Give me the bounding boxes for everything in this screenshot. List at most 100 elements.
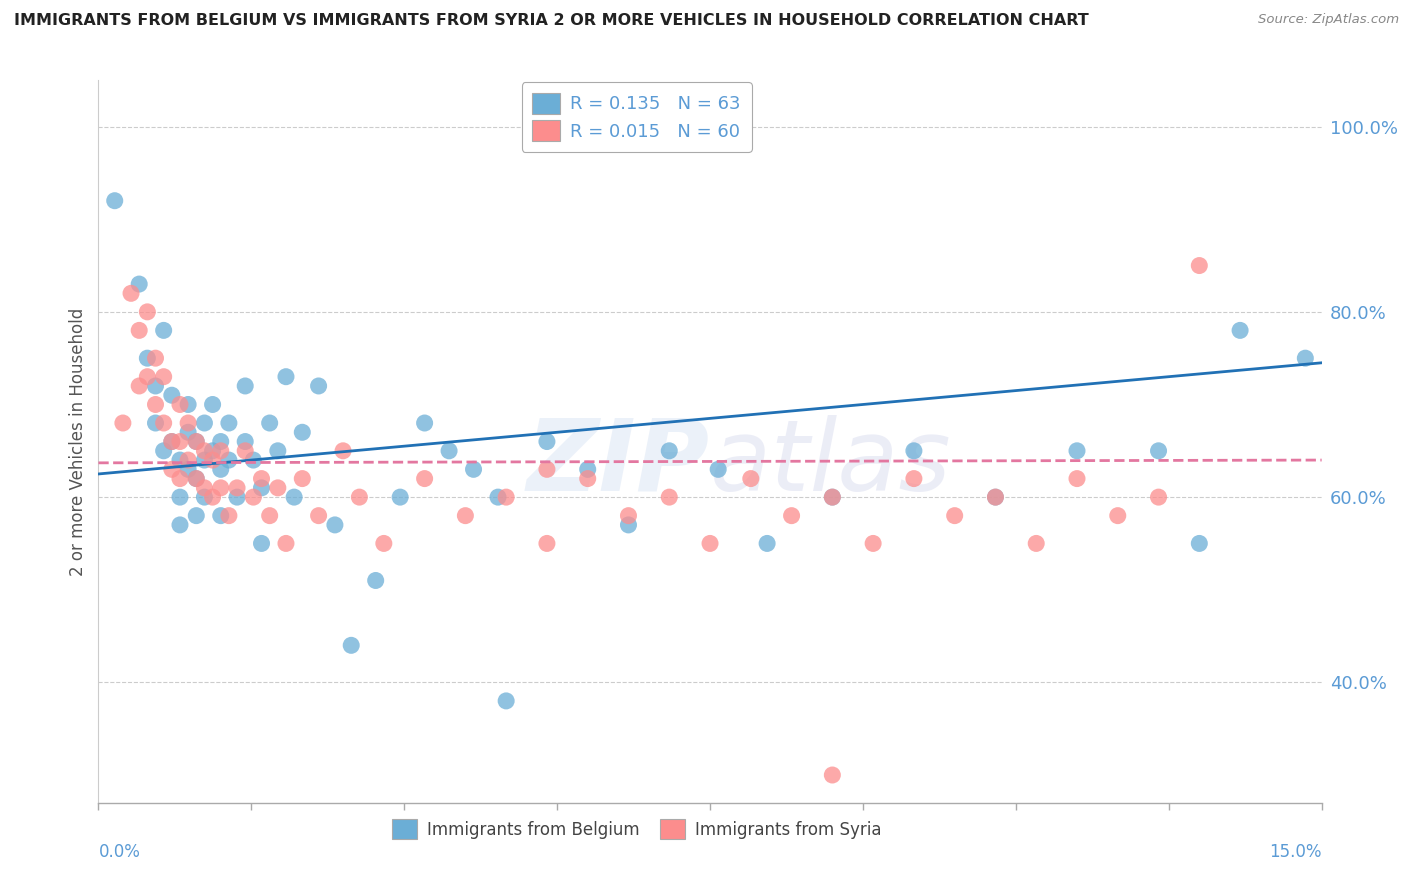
Point — [160, 434, 183, 449]
Point — [128, 277, 150, 291]
Point — [699, 536, 721, 550]
Point — [740, 472, 762, 486]
Point — [617, 517, 640, 532]
Point — [536, 434, 558, 449]
Legend: Immigrants from Belgium, Immigrants from Syria: Immigrants from Belgium, Immigrants from… — [382, 809, 891, 848]
Point — [193, 453, 215, 467]
Point — [186, 434, 208, 449]
Point — [259, 416, 281, 430]
Point — [658, 490, 681, 504]
Point — [186, 434, 208, 449]
Point — [1188, 536, 1211, 550]
Point — [332, 443, 354, 458]
Point — [780, 508, 803, 523]
Point — [218, 453, 240, 467]
Point — [250, 472, 273, 486]
Point — [274, 536, 297, 550]
Point — [209, 508, 232, 523]
Point — [259, 508, 281, 523]
Point — [209, 462, 232, 476]
Point — [136, 351, 159, 366]
Point — [169, 472, 191, 486]
Point — [291, 425, 314, 440]
Point — [209, 481, 232, 495]
Point — [308, 508, 330, 523]
Point — [233, 434, 256, 449]
Point — [193, 443, 215, 458]
Point — [145, 379, 167, 393]
Point — [267, 481, 290, 495]
Point — [373, 536, 395, 550]
Point — [177, 397, 200, 411]
Point — [152, 323, 174, 337]
Point — [169, 434, 191, 449]
Point — [658, 443, 681, 458]
Point — [1066, 472, 1088, 486]
Point — [250, 536, 273, 550]
Point — [756, 536, 779, 550]
Point — [1107, 508, 1129, 523]
Point — [226, 481, 249, 495]
Point — [177, 425, 200, 440]
Point — [104, 194, 127, 208]
Point — [291, 472, 314, 486]
Point — [201, 490, 224, 504]
Point — [903, 443, 925, 458]
Point — [340, 638, 363, 652]
Point — [413, 416, 436, 430]
Text: IMMIGRANTS FROM BELGIUM VS IMMIGRANTS FROM SYRIA 2 OR MORE VEHICLES IN HOUSEHOLD: IMMIGRANTS FROM BELGIUM VS IMMIGRANTS FR… — [14, 13, 1088, 29]
Point — [209, 434, 232, 449]
Point — [152, 416, 174, 430]
Point — [274, 369, 297, 384]
Point — [233, 443, 256, 458]
Point — [1025, 536, 1047, 550]
Point — [242, 453, 264, 467]
Point — [145, 416, 167, 430]
Point — [201, 443, 224, 458]
Point — [160, 388, 183, 402]
Point — [1188, 259, 1211, 273]
Point — [323, 517, 346, 532]
Point — [349, 490, 371, 504]
Point — [242, 490, 264, 504]
Point — [209, 443, 232, 458]
Point — [821, 490, 844, 504]
Point — [1147, 443, 1170, 458]
Point — [413, 472, 436, 486]
Text: atlas: atlas — [710, 415, 952, 512]
Point — [169, 490, 191, 504]
Point — [136, 305, 159, 319]
Point — [128, 379, 150, 393]
Point — [1066, 443, 1088, 458]
Point — [177, 416, 200, 430]
Point — [250, 481, 273, 495]
Point — [454, 508, 477, 523]
Point — [821, 490, 844, 504]
Point — [1229, 323, 1251, 337]
Point — [283, 490, 305, 504]
Point — [903, 472, 925, 486]
Point — [1294, 351, 1316, 366]
Point — [495, 490, 517, 504]
Point — [111, 416, 134, 430]
Point — [821, 768, 844, 782]
Point — [463, 462, 485, 476]
Point — [536, 536, 558, 550]
Y-axis label: 2 or more Vehicles in Household: 2 or more Vehicles in Household — [69, 308, 87, 575]
Point — [201, 453, 224, 467]
Point — [160, 434, 183, 449]
Text: Source: ZipAtlas.com: Source: ZipAtlas.com — [1258, 13, 1399, 27]
Point — [984, 490, 1007, 504]
Point — [495, 694, 517, 708]
Text: 0.0%: 0.0% — [98, 843, 141, 861]
Point — [437, 443, 460, 458]
Point — [169, 517, 191, 532]
Point — [576, 472, 599, 486]
Point — [536, 462, 558, 476]
Point — [120, 286, 142, 301]
Point — [152, 443, 174, 458]
Point — [233, 379, 256, 393]
Point — [186, 472, 208, 486]
Point — [486, 490, 509, 504]
Point — [218, 508, 240, 523]
